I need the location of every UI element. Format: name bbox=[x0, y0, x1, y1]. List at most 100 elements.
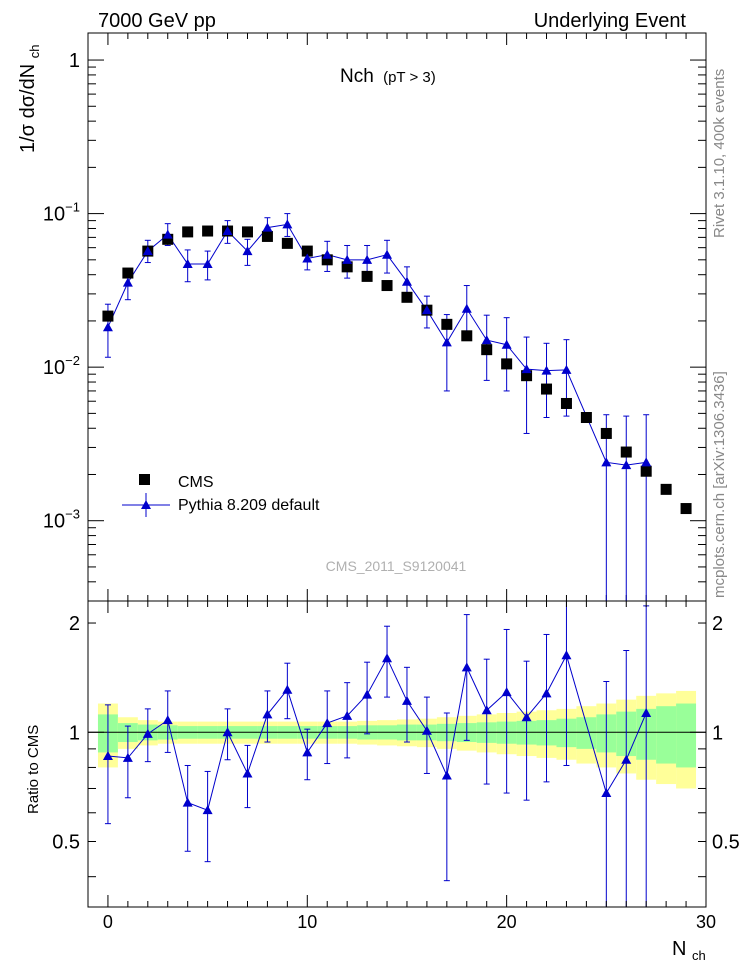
mc-series-line bbox=[107, 223, 647, 466]
mc-data-point bbox=[561, 364, 572, 374]
header-left: 7000 GeV pp bbox=[98, 10, 216, 32]
mc-data-point bbox=[481, 335, 492, 345]
ratio-series-layer bbox=[102, 601, 652, 907]
ratio-inner-band-bin bbox=[676, 703, 697, 768]
ratio-data-point bbox=[641, 708, 652, 718]
ratio-y-axis-label: Ratio to CMS bbox=[25, 725, 42, 814]
ratio-data-point bbox=[182, 797, 193, 807]
main-y-tick-label: 10−2 bbox=[43, 353, 80, 379]
main-y-tick-label: 10−3 bbox=[43, 507, 80, 533]
ratio-y-tick-label-right: 0.5 bbox=[712, 832, 740, 854]
cms-data-point bbox=[461, 330, 473, 342]
mc-data-point bbox=[461, 303, 472, 313]
ratio-y-tick-label: 1 bbox=[69, 722, 80, 744]
mc-data-point bbox=[162, 229, 173, 239]
ratio-data-point bbox=[481, 705, 492, 715]
cms-data-point bbox=[401, 291, 413, 303]
ratio-data-point bbox=[382, 653, 393, 663]
cms-data-point bbox=[441, 318, 453, 330]
mc-data-point bbox=[102, 322, 113, 332]
mc-data-point bbox=[222, 226, 233, 236]
main-watermark: CMS_2011_S9120041 bbox=[326, 558, 467, 574]
mc-data-point bbox=[122, 277, 133, 287]
ratio-data-point bbox=[521, 712, 532, 722]
cms-data-point bbox=[501, 358, 513, 370]
ratio-data-point bbox=[302, 747, 313, 757]
cms-data-point bbox=[321, 254, 333, 266]
x-axis-label-main: N bbox=[672, 938, 686, 960]
cms-data-point bbox=[381, 280, 393, 292]
ratio-panel-frame bbox=[87, 600, 707, 908]
ratio-inner-band-bin bbox=[656, 706, 677, 764]
mc-data-point bbox=[302, 253, 313, 263]
cms-data-point bbox=[341, 261, 353, 273]
main-panel-frame bbox=[87, 32, 707, 602]
mcplots-label: mcplots.cern.ch [arXiv:1306.3436] bbox=[711, 371, 728, 598]
x-tick-label: 30 bbox=[696, 912, 716, 932]
cms-data-point bbox=[600, 427, 612, 439]
main-axes: 1 10−1 10−2 10−3 bbox=[43, 33, 707, 602]
cms-data-point bbox=[102, 310, 114, 322]
legend-label-pythia: Pythia 8.209 default bbox=[178, 497, 320, 514]
main-y-axis-label-main: 1/σ dσ/dN bbox=[17, 64, 39, 153]
cms-data-point bbox=[680, 503, 692, 515]
mc-data-point bbox=[641, 457, 652, 467]
mc-data-point bbox=[202, 258, 213, 268]
ratio-data-point bbox=[421, 725, 432, 735]
rivet-version-label: Rivet 3.1.10, 400k events bbox=[711, 69, 728, 238]
cms-data-point bbox=[481, 344, 493, 356]
mc-data-point bbox=[382, 249, 393, 259]
ratio-data-point bbox=[441, 770, 452, 780]
ratio-data-point bbox=[601, 788, 612, 798]
ratio-data-point bbox=[621, 754, 632, 764]
mc-data-point bbox=[441, 337, 452, 347]
cms-data-point bbox=[301, 245, 313, 257]
ratio-y-tick-label-right: 2 bbox=[712, 613, 723, 635]
header-right: Underlying Event bbox=[534, 10, 687, 32]
ratio-data-point bbox=[282, 684, 293, 694]
ratio-data-point bbox=[142, 728, 153, 738]
ratio-data-point bbox=[322, 718, 333, 728]
mc-data-point bbox=[362, 254, 373, 264]
cms-data-point bbox=[361, 270, 373, 282]
mc-data-point bbox=[142, 246, 153, 256]
mc-data-point bbox=[182, 258, 193, 268]
mc-data-point bbox=[421, 305, 432, 315]
mc-data-point bbox=[242, 246, 253, 256]
main-y-tick-label: 10−1 bbox=[43, 200, 80, 226]
main-y-axis-label-sub: ch bbox=[27, 45, 42, 59]
cms-data-point bbox=[560, 397, 572, 409]
ratio-data-point bbox=[541, 688, 552, 698]
x-axis-label: N ch bbox=[672, 938, 706, 963]
cms-data-point bbox=[541, 383, 553, 395]
main-plot-title-sub: (pT > 3) bbox=[383, 69, 436, 86]
mc-data-point bbox=[322, 249, 333, 259]
mc-data-point bbox=[601, 457, 612, 467]
legend: CMS Pythia 8.209 default bbox=[122, 474, 320, 517]
legend-label-cms: CMS bbox=[178, 474, 214, 491]
ratio-data-point bbox=[102, 751, 113, 761]
x-tick-label: 10 bbox=[297, 912, 317, 932]
ratio-data-point bbox=[561, 650, 572, 660]
mc-data-point bbox=[541, 365, 552, 375]
mc-data-point bbox=[621, 460, 632, 470]
main-plot-title: Nch (pT > 3) bbox=[340, 66, 436, 87]
cms-data-point bbox=[521, 370, 533, 382]
cms-data-point bbox=[580, 412, 592, 424]
main-y-axis-label: 1/σ dσ/dN ch bbox=[17, 45, 42, 153]
cms-data-point bbox=[122, 267, 134, 279]
ratio-data-point bbox=[162, 715, 173, 725]
main-plot-title-main: Nch bbox=[340, 66, 374, 87]
x-axis-label-sub: ch bbox=[692, 948, 706, 963]
ratio-data-point bbox=[342, 710, 353, 720]
ratio-data-point bbox=[202, 805, 213, 815]
mc-data-point bbox=[521, 364, 532, 374]
ratio-data-point bbox=[222, 727, 233, 737]
mc-data-point bbox=[401, 276, 412, 286]
x-tick-label: 0 bbox=[103, 912, 113, 932]
cms-data-point bbox=[182, 226, 194, 238]
mc-data-point bbox=[282, 219, 293, 229]
cms-data-point bbox=[162, 233, 174, 245]
cms-data-point bbox=[640, 465, 652, 477]
